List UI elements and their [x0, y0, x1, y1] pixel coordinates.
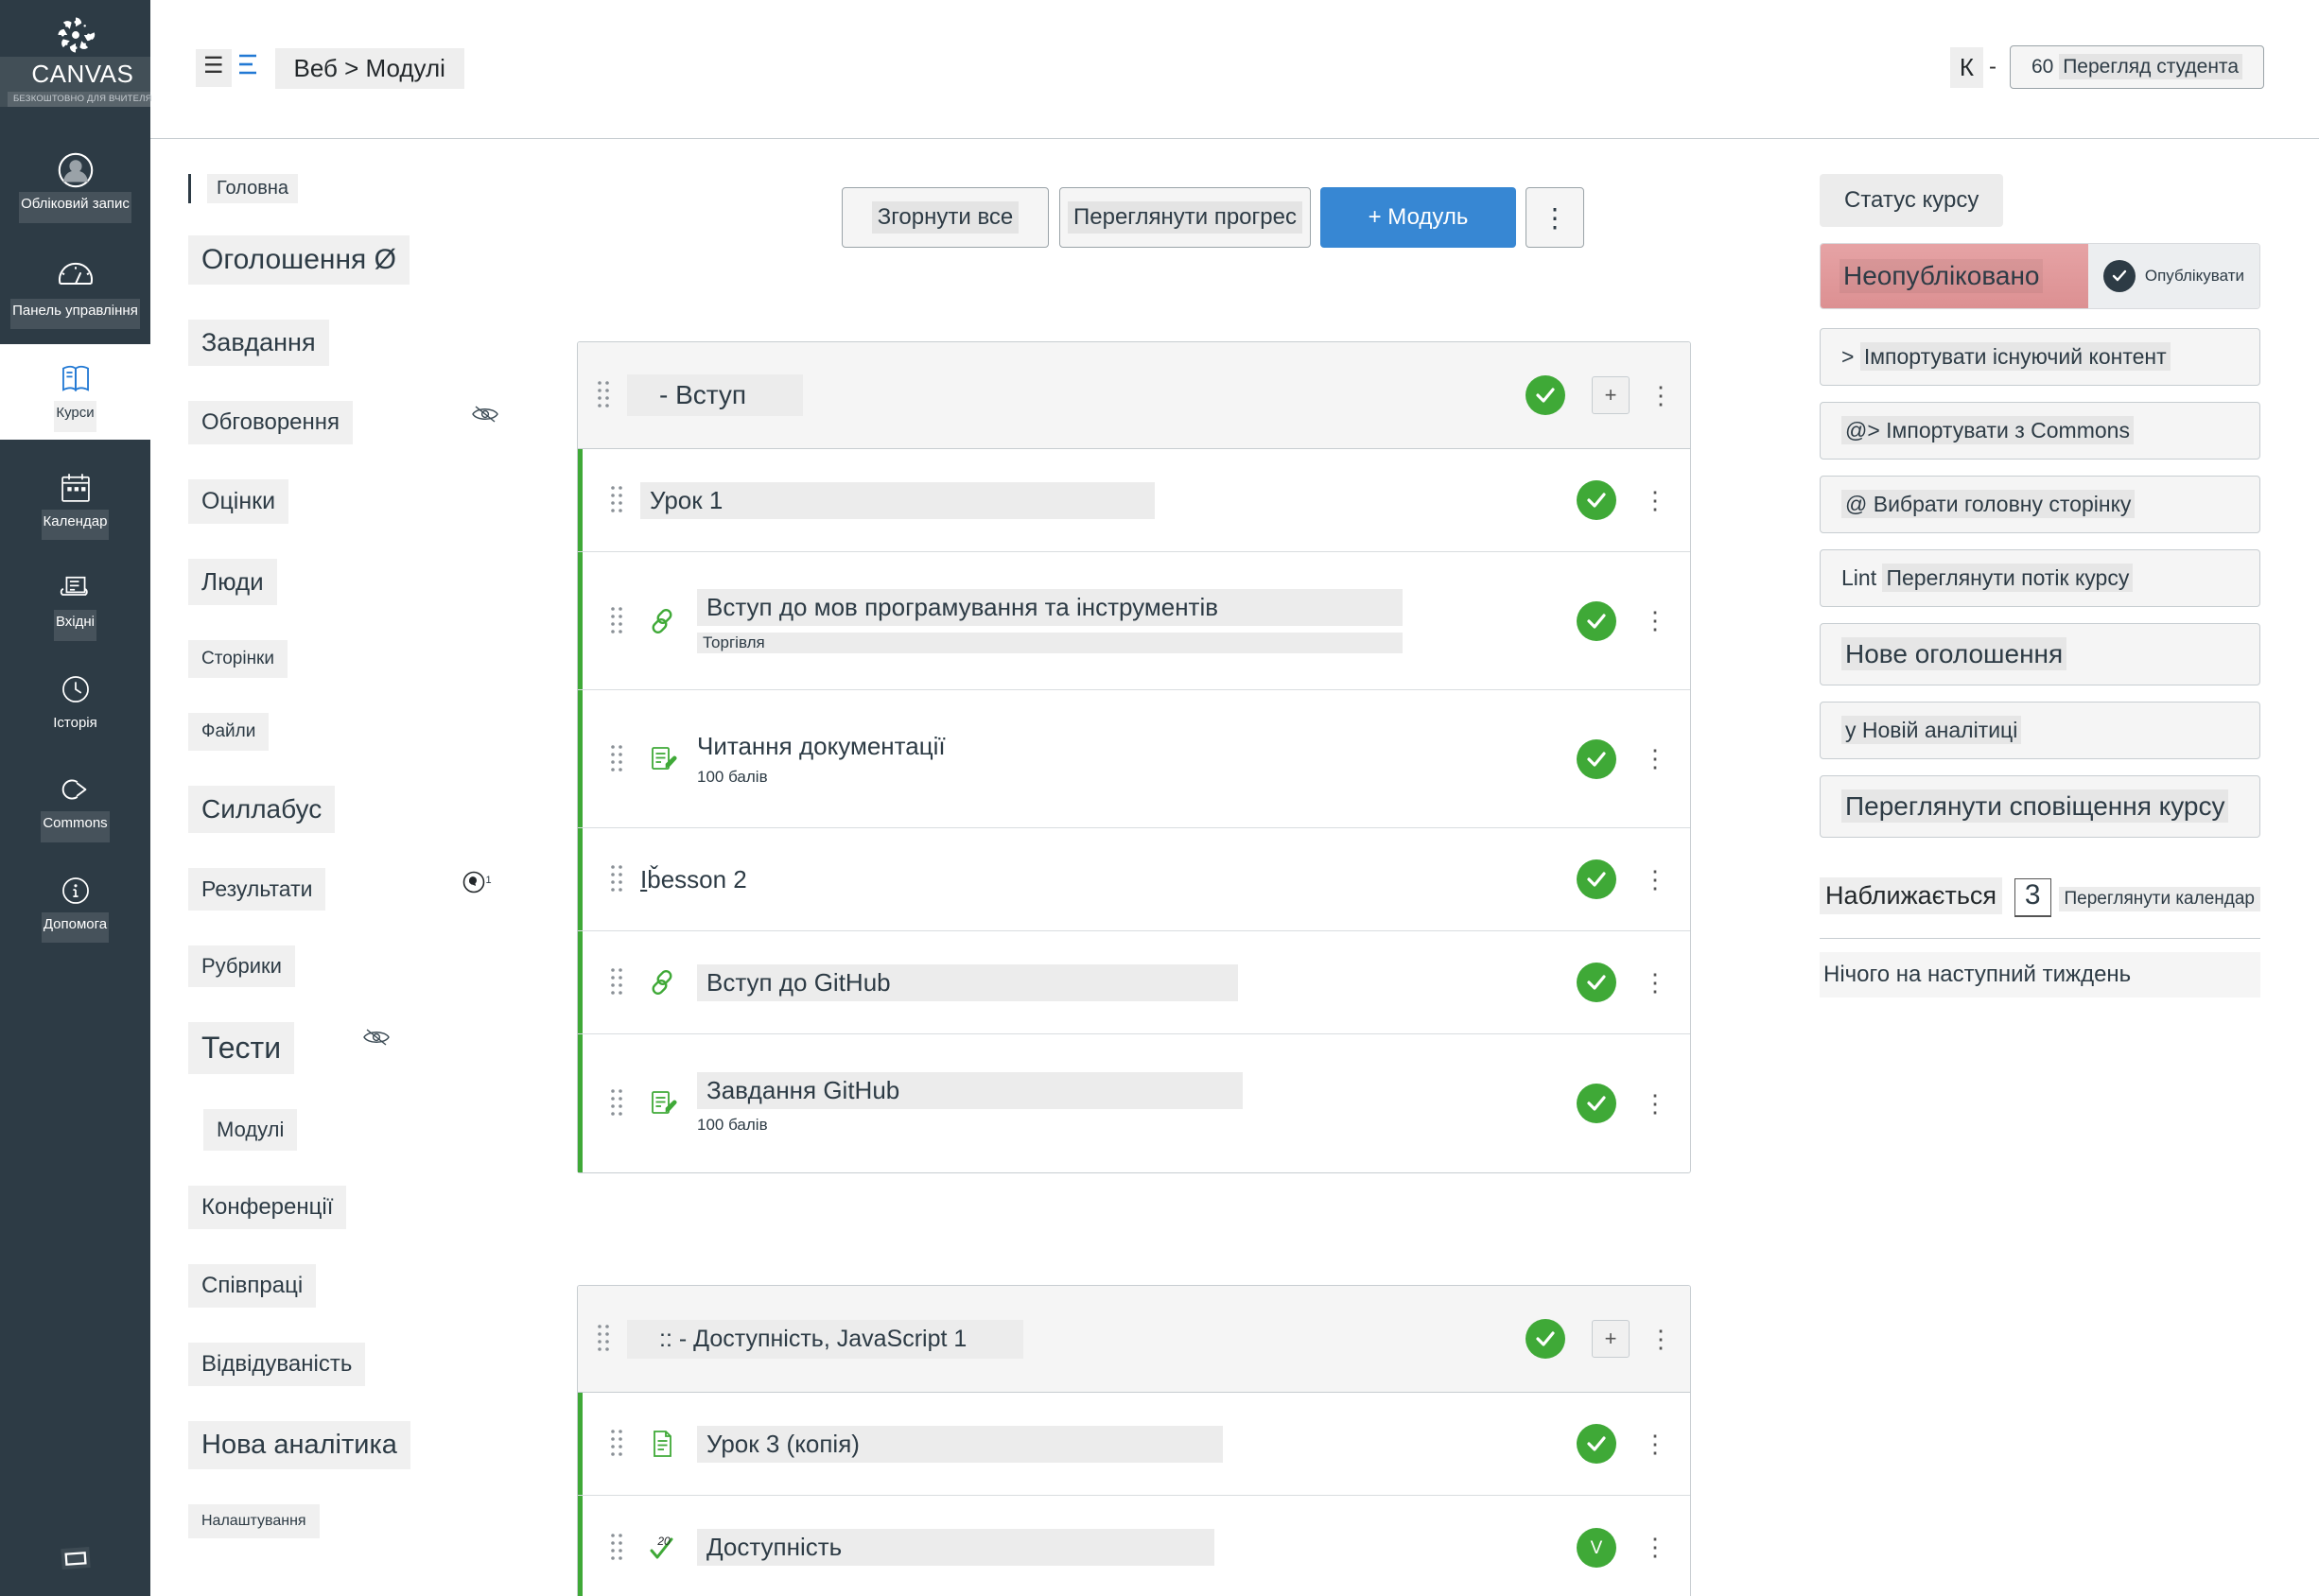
- svg-text:V: V: [1591, 1538, 1603, 1558]
- svg-text:20: 20: [656, 1535, 671, 1548]
